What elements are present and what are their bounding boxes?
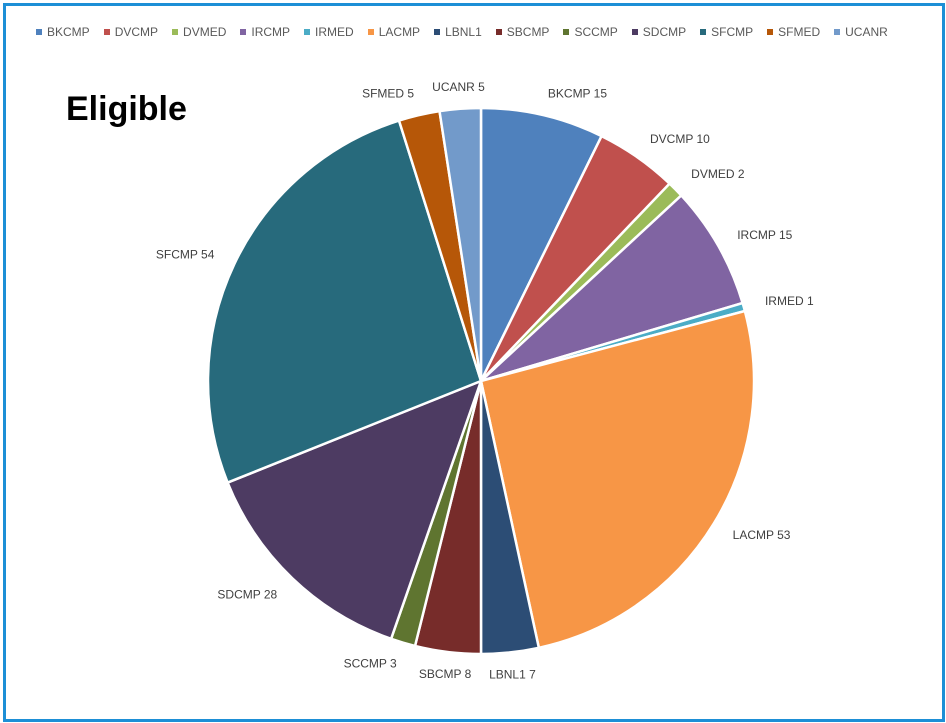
data-label-dvmed: DVMED 2 bbox=[691, 167, 745, 181]
pie-slice-sdcmp bbox=[225, 378, 484, 641]
legend-swatch bbox=[172, 29, 179, 35]
legend-item-irmed: IRMED bbox=[304, 25, 354, 39]
legend-item-dvmed: DVMED bbox=[172, 25, 226, 39]
legend-swatch bbox=[367, 29, 374, 35]
legend-item-lacmp: LACMP bbox=[367, 25, 421, 39]
legend-label: IRCMP bbox=[251, 25, 291, 39]
data-label-sbcmp: SBCMP 8 bbox=[419, 667, 472, 681]
legend-item-ucanr: UCANR bbox=[834, 25, 888, 39]
data-label-lacmp: LACMP 53 bbox=[733, 528, 791, 542]
legend-label: SFMED bbox=[778, 25, 821, 39]
legend-label: DVMED bbox=[183, 25, 227, 39]
data-label-lbnl1: LBNL1 7 bbox=[489, 667, 536, 681]
legend-item-lbnl1: LBNL1 bbox=[434, 25, 482, 39]
legend-item-sccmp: SCCMP bbox=[563, 25, 618, 39]
legend-swatch bbox=[103, 29, 110, 35]
legend-label: UCANR bbox=[845, 25, 888, 39]
data-label-ucanr: UCANR 5 bbox=[432, 80, 485, 94]
legend-label: SDCMP bbox=[642, 25, 687, 39]
legend-swatch bbox=[495, 29, 502, 35]
legend-swatch bbox=[434, 29, 441, 35]
legend-label: SFCMP bbox=[711, 25, 754, 39]
legend-swatch bbox=[700, 29, 707, 35]
data-label-irmed: IRMED 1 bbox=[765, 294, 814, 308]
legend-swatch bbox=[631, 29, 638, 35]
pie-slice-ucanr bbox=[438, 106, 483, 382]
legend-label: LBNL1 bbox=[445, 25, 482, 39]
legend-item-sbcmp: SBCMP bbox=[495, 25, 550, 39]
chart-title: Eligible bbox=[66, 90, 187, 128]
legend-item-sfmed: SFMED bbox=[767, 25, 820, 39]
legend-label: IRMED bbox=[315, 25, 354, 39]
pie-slice-sfcmp bbox=[206, 119, 483, 485]
data-label-ircmp: IRCMP 15 bbox=[737, 228, 792, 242]
legend-label: BKCMP bbox=[47, 25, 90, 39]
data-label-sfmed: SFMED 5 bbox=[362, 87, 414, 101]
legend-item-ircmp: IRCMP bbox=[240, 25, 290, 39]
data-label-dvcmp: DVCMP 10 bbox=[650, 132, 710, 146]
legend-swatch bbox=[767, 29, 774, 35]
legend-item-dvcmp: DVCMP bbox=[103, 25, 159, 39]
pie-slice-ircmp bbox=[480, 193, 745, 383]
legend-item-bkcmp: BKCMP bbox=[36, 25, 90, 39]
legend-label: LACMP bbox=[378, 25, 421, 39]
legend-label: SCCMP bbox=[574, 25, 618, 39]
data-label-sdcmp: SDCMP 28 bbox=[217, 587, 277, 601]
legend-swatch bbox=[240, 29, 247, 35]
legend-item-sdcmp: SDCMP bbox=[631, 25, 687, 39]
legend-swatch bbox=[36, 29, 42, 35]
legend-swatch bbox=[834, 29, 841, 35]
data-label-sfcmp: SFCMP 54 bbox=[156, 248, 215, 262]
legend-swatch bbox=[304, 29, 311, 35]
data-label-sccmp: SCCMP 3 bbox=[344, 657, 397, 671]
legend-label: DVCMP bbox=[114, 25, 159, 39]
data-label-bkcmp: BKCMP 15 bbox=[548, 87, 607, 101]
legend-item-sfcmp: SFCMP bbox=[700, 25, 753, 39]
legend-label: SBCMP bbox=[506, 25, 550, 39]
pie-slice-lacmp bbox=[479, 309, 756, 650]
pie-slice-bkcmp bbox=[479, 106, 604, 382]
legend-swatch bbox=[563, 29, 570, 35]
chart-legend: BKCMP DVCMP DVMED IRCMP IRMED LACMP LBNL1 SBCMP… bbox=[36, 22, 941, 42]
